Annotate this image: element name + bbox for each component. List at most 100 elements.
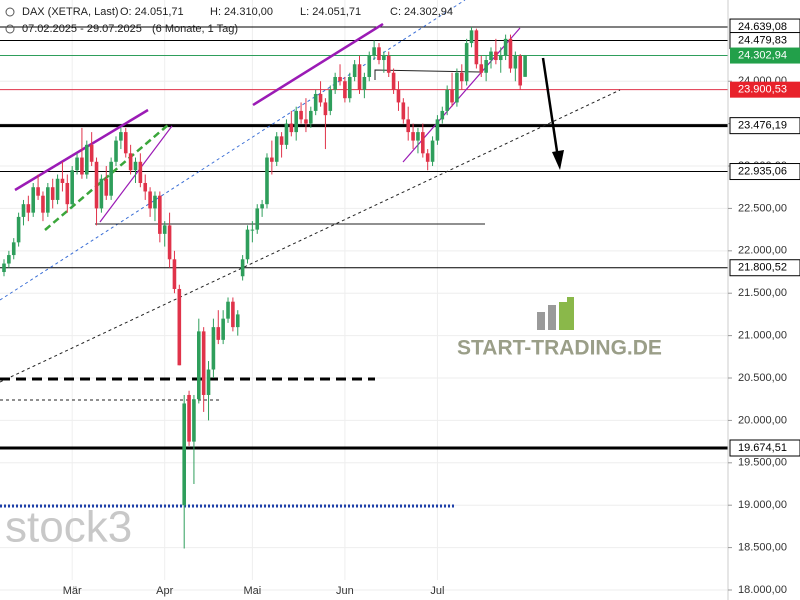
candle-body <box>2 263 6 273</box>
candle-body <box>235 314 240 328</box>
y-tick-label: 22.500,00 <box>738 202 787 214</box>
icon <box>5 24 15 34</box>
candle-body <box>41 195 45 213</box>
candle-body <box>333 76 337 90</box>
level-label: 24.479,83 <box>738 34 787 46</box>
x-tick-label: Apr <box>156 585 173 597</box>
candle-body <box>226 301 230 319</box>
candle-body <box>245 229 250 260</box>
level-box <box>729 117 800 135</box>
candle-body <box>158 195 162 234</box>
candle-body <box>99 178 104 209</box>
candle-body <box>396 89 401 103</box>
candle-body <box>386 55 391 73</box>
level-box <box>729 439 800 457</box>
candle-body <box>498 55 503 61</box>
candle-body <box>123 132 128 154</box>
candle-body <box>459 72 464 82</box>
ohlc-text: C: 24.302,94 <box>390 6 453 18</box>
candle-body <box>167 225 172 260</box>
candle-body <box>382 55 386 61</box>
candle-body <box>464 43 469 82</box>
ohlc-text: L: 24.051,71 <box>300 6 361 18</box>
candle-body <box>55 178 60 200</box>
candle-body <box>401 102 406 120</box>
candle-body <box>270 157 274 162</box>
candle-body <box>89 144 94 162</box>
candle-body <box>430 140 435 162</box>
candle-body <box>94 161 99 209</box>
candle-body <box>425 153 430 162</box>
level-box <box>729 259 800 277</box>
candle-body <box>421 132 425 154</box>
candle-body <box>11 242 16 256</box>
candle-body <box>46 187 50 213</box>
candle-body <box>197 331 201 400</box>
candle-body <box>347 76 352 99</box>
candle-body <box>240 259 245 277</box>
candle-body <box>133 161 138 171</box>
x-tick-label: Jun <box>336 585 354 597</box>
ohlc-text: O: 24.051,71 <box>120 6 184 18</box>
candle-body <box>518 55 523 86</box>
candle-body <box>338 76 342 82</box>
candle-body <box>318 93 323 103</box>
candle-body <box>503 38 508 56</box>
candle-body <box>265 157 269 205</box>
candle-body <box>484 60 488 73</box>
level-label: 19.674,51 <box>738 442 787 454</box>
level-box <box>730 81 800 98</box>
candle-body <box>21 204 26 217</box>
period: 07.02.2025 - 29.07.2025 <box>22 23 142 35</box>
level-box <box>729 163 800 181</box>
watermark: stock3 <box>5 503 132 552</box>
candle-body <box>36 187 40 196</box>
level-label: 22.935,06 <box>738 165 787 177</box>
candle-body <box>304 119 308 124</box>
ohlc-text: H: 24.310,00 <box>210 6 273 18</box>
candle-body <box>119 132 123 141</box>
candle-body <box>367 55 372 77</box>
candle-body <box>391 72 396 90</box>
candle-body <box>80 157 84 175</box>
candle-body <box>274 136 279 162</box>
candle-body <box>372 47 376 56</box>
y-tick-label: 22.000,00 <box>738 245 787 257</box>
title: DAX (XETRA, Last) <box>22 6 119 18</box>
candle-body <box>309 110 313 124</box>
level-label: 24.302,94 <box>738 49 787 61</box>
candle-body <box>313 93 318 111</box>
candle-body <box>508 38 513 69</box>
x-tick-label: Mär <box>63 585 82 597</box>
x-tick-label: Jul <box>430 585 444 597</box>
candle-body <box>70 170 74 205</box>
candle-body <box>201 331 206 395</box>
candle-body <box>435 119 440 141</box>
candle-body <box>221 318 225 340</box>
candle-body <box>294 110 298 133</box>
candle-body <box>328 89 333 111</box>
candle-body <box>148 191 152 209</box>
candle-body <box>128 153 133 171</box>
y-tick-label: 20.500,00 <box>738 372 787 384</box>
candle-body <box>216 327 221 340</box>
candle-body <box>352 64 357 77</box>
candle-body <box>513 55 518 69</box>
candle-body <box>75 157 79 171</box>
candle-body <box>474 30 479 65</box>
candle-body <box>450 89 454 103</box>
candle-body <box>16 216 21 243</box>
y-tick-label: 18.500,00 <box>738 542 787 554</box>
candle-body <box>406 119 411 133</box>
candle-body <box>65 182 70 205</box>
candle-body <box>523 55 527 77</box>
candle-body <box>489 51 493 61</box>
candle-body <box>479 64 484 73</box>
candle-body <box>84 144 89 175</box>
level-label: 21.800,52 <box>738 262 787 274</box>
candle-body <box>250 229 255 231</box>
candle-body <box>153 195 157 209</box>
x-tick-label: Mai <box>244 585 262 597</box>
candle-body <box>162 225 167 234</box>
candle-body <box>343 81 347 99</box>
